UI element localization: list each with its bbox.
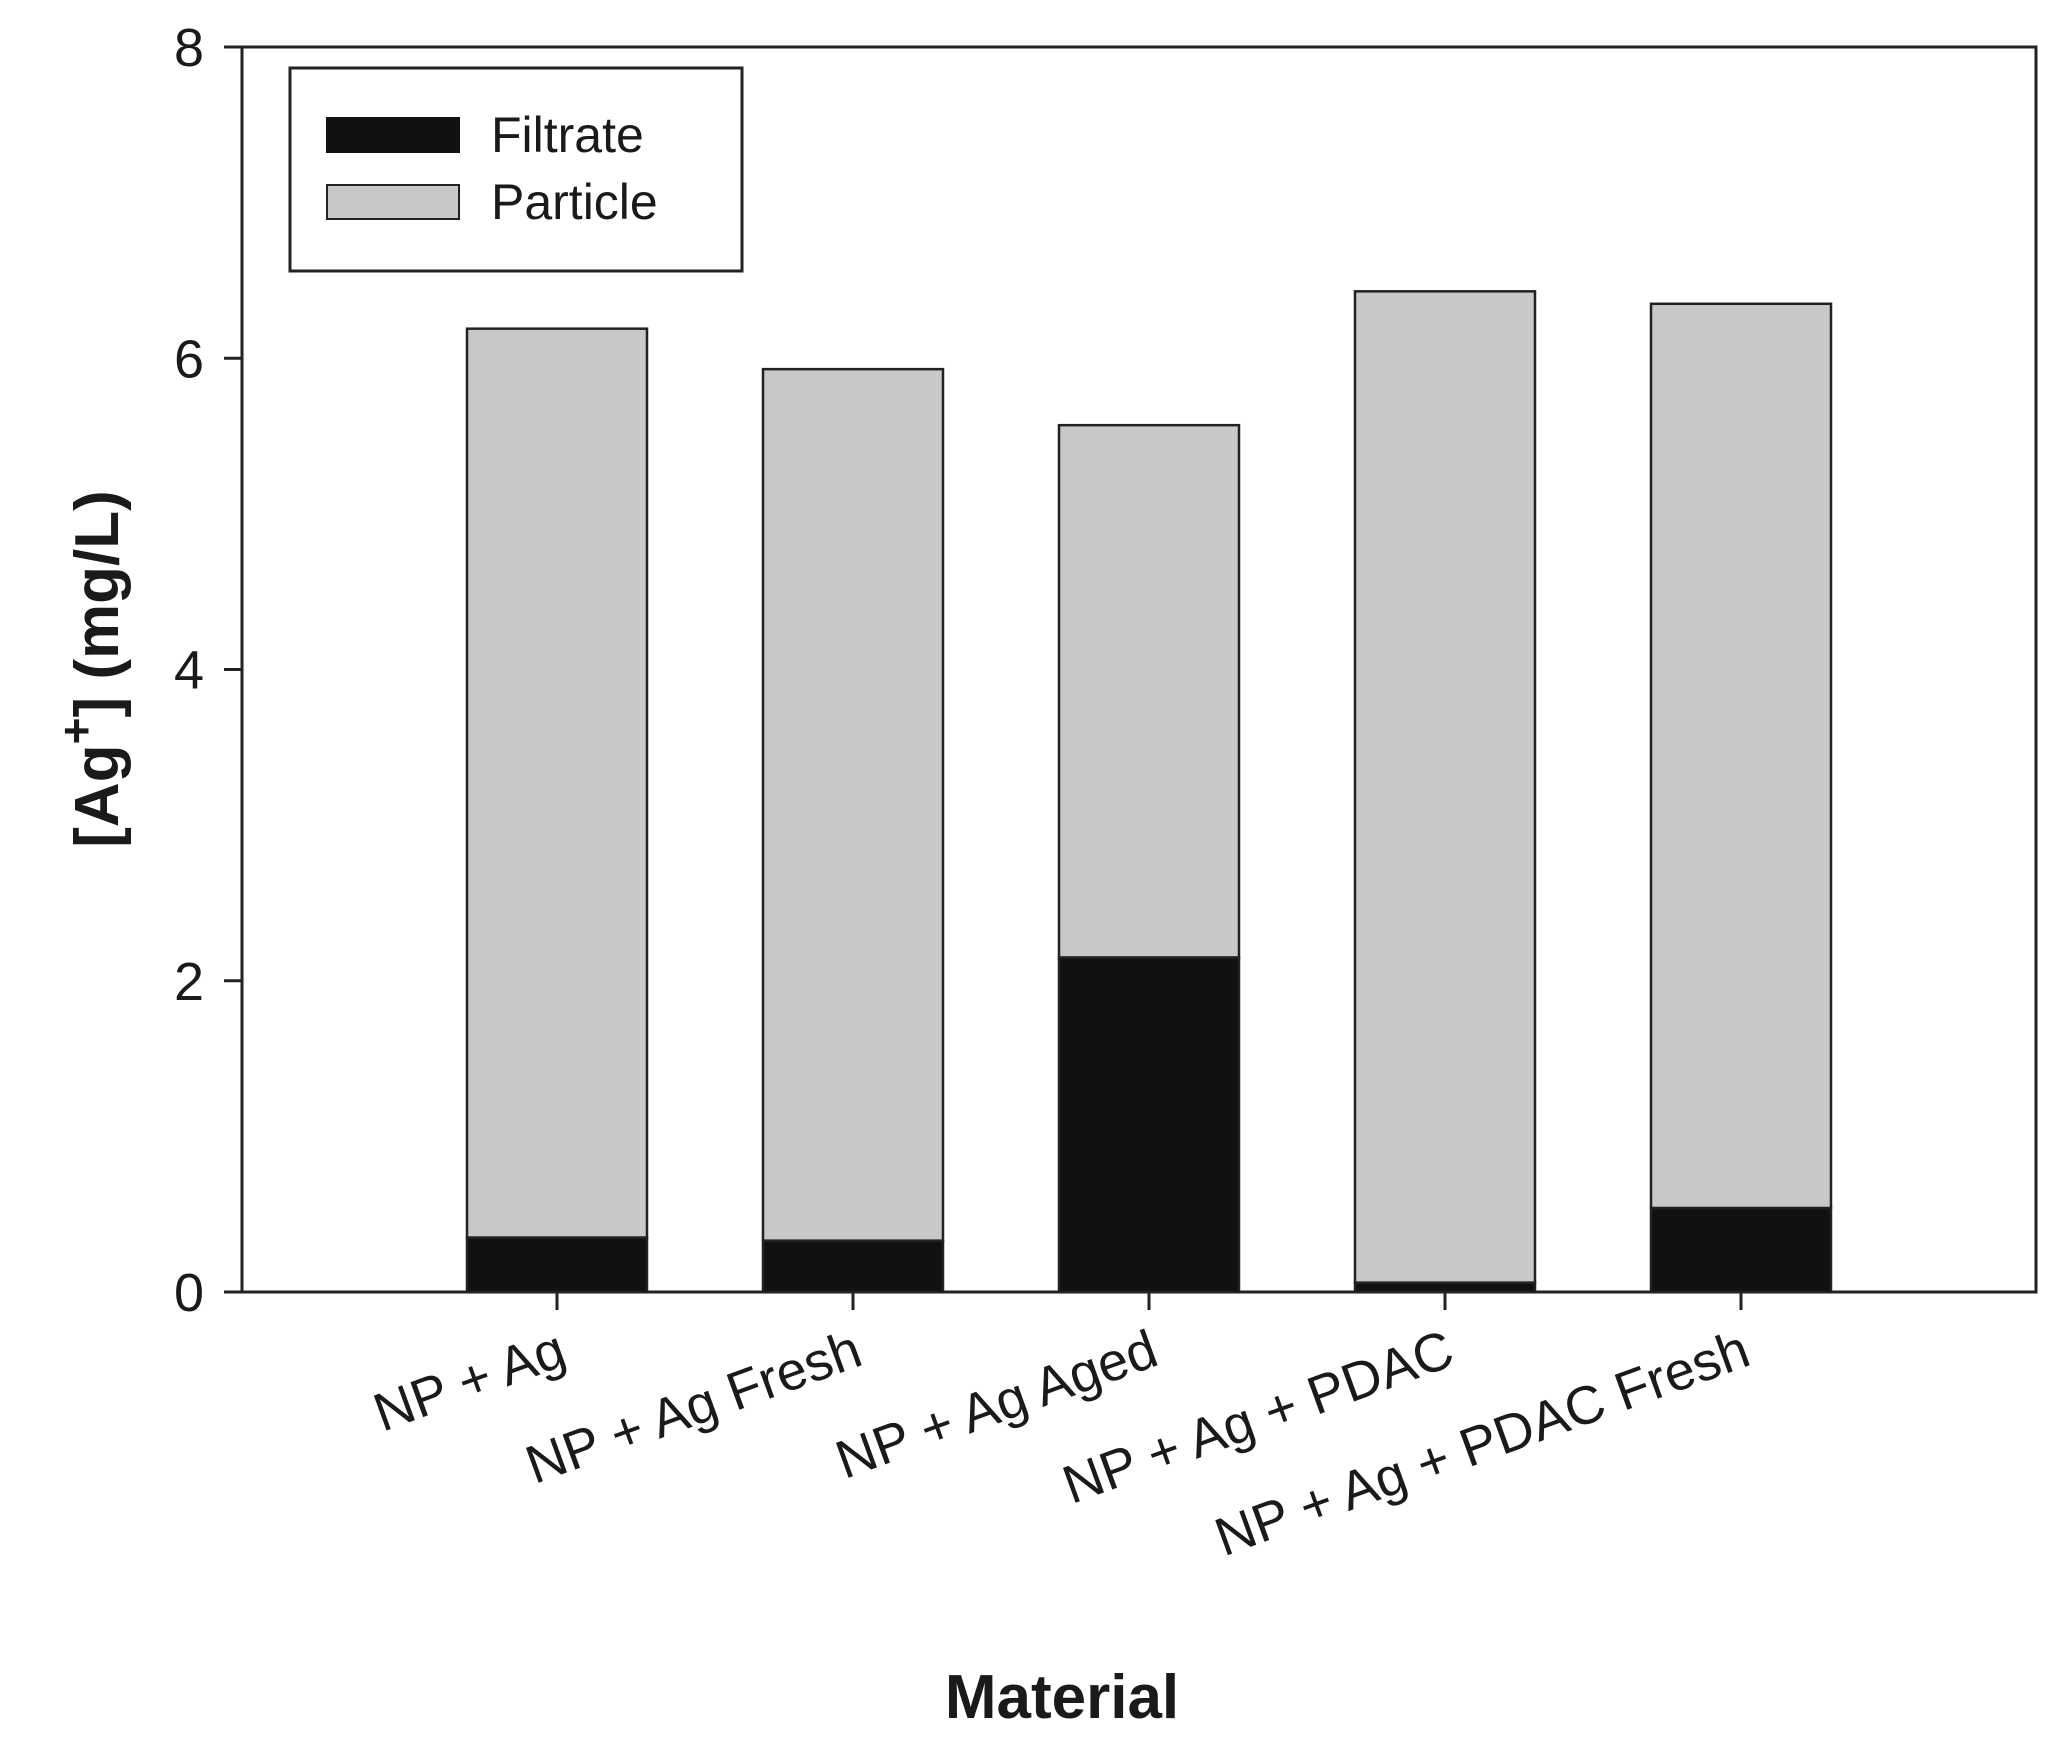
bar-particle-4: [1353, 290, 1537, 1284]
bar-filtrate-4: [1353, 1281, 1537, 1294]
x-tick-label: NP + Ag + PDAC Fresh: [1207, 1319, 1757, 1568]
x-tick-label: NP + Ag: [366, 1319, 573, 1443]
bar-particle-5: [1649, 302, 1833, 1210]
y-tick-label: 6: [174, 329, 204, 389]
y-axis-title: [Ag+] (mg/L): [50, 490, 132, 847]
legend-label-particle: Particle: [491, 174, 658, 230]
bar-particle-1: [465, 327, 649, 1239]
bar-filtrate-1: [465, 1236, 649, 1294]
y-tick-label: 2: [174, 952, 204, 1012]
bar-filtrate-5: [1649, 1206, 1833, 1294]
x-axis-title: Material: [945, 1663, 1179, 1732]
bar-filtrate-3: [1057, 956, 1241, 1294]
y-tick-label: 8: [174, 18, 204, 78]
legend-label-filtrate: Filtrate: [491, 107, 644, 163]
y-axis: 0 2 4 6 8: [174, 18, 242, 1323]
y-tick-label: 4: [174, 641, 204, 701]
y-tick-label: 0: [174, 1263, 204, 1323]
bar-particle-3: [1057, 423, 1241, 959]
bars-group: [465, 290, 1833, 1294]
legend: Filtrate Particle: [288, 66, 744, 273]
legend-swatch-filtrate: [326, 117, 460, 153]
legend-swatch-particle: [326, 184, 460, 220]
legend-box: [288, 66, 744, 273]
x-tick-label: NP + Ag Fresh: [518, 1319, 869, 1496]
bar-particle-2: [761, 367, 945, 1242]
bar-filtrate-2: [761, 1239, 945, 1294]
